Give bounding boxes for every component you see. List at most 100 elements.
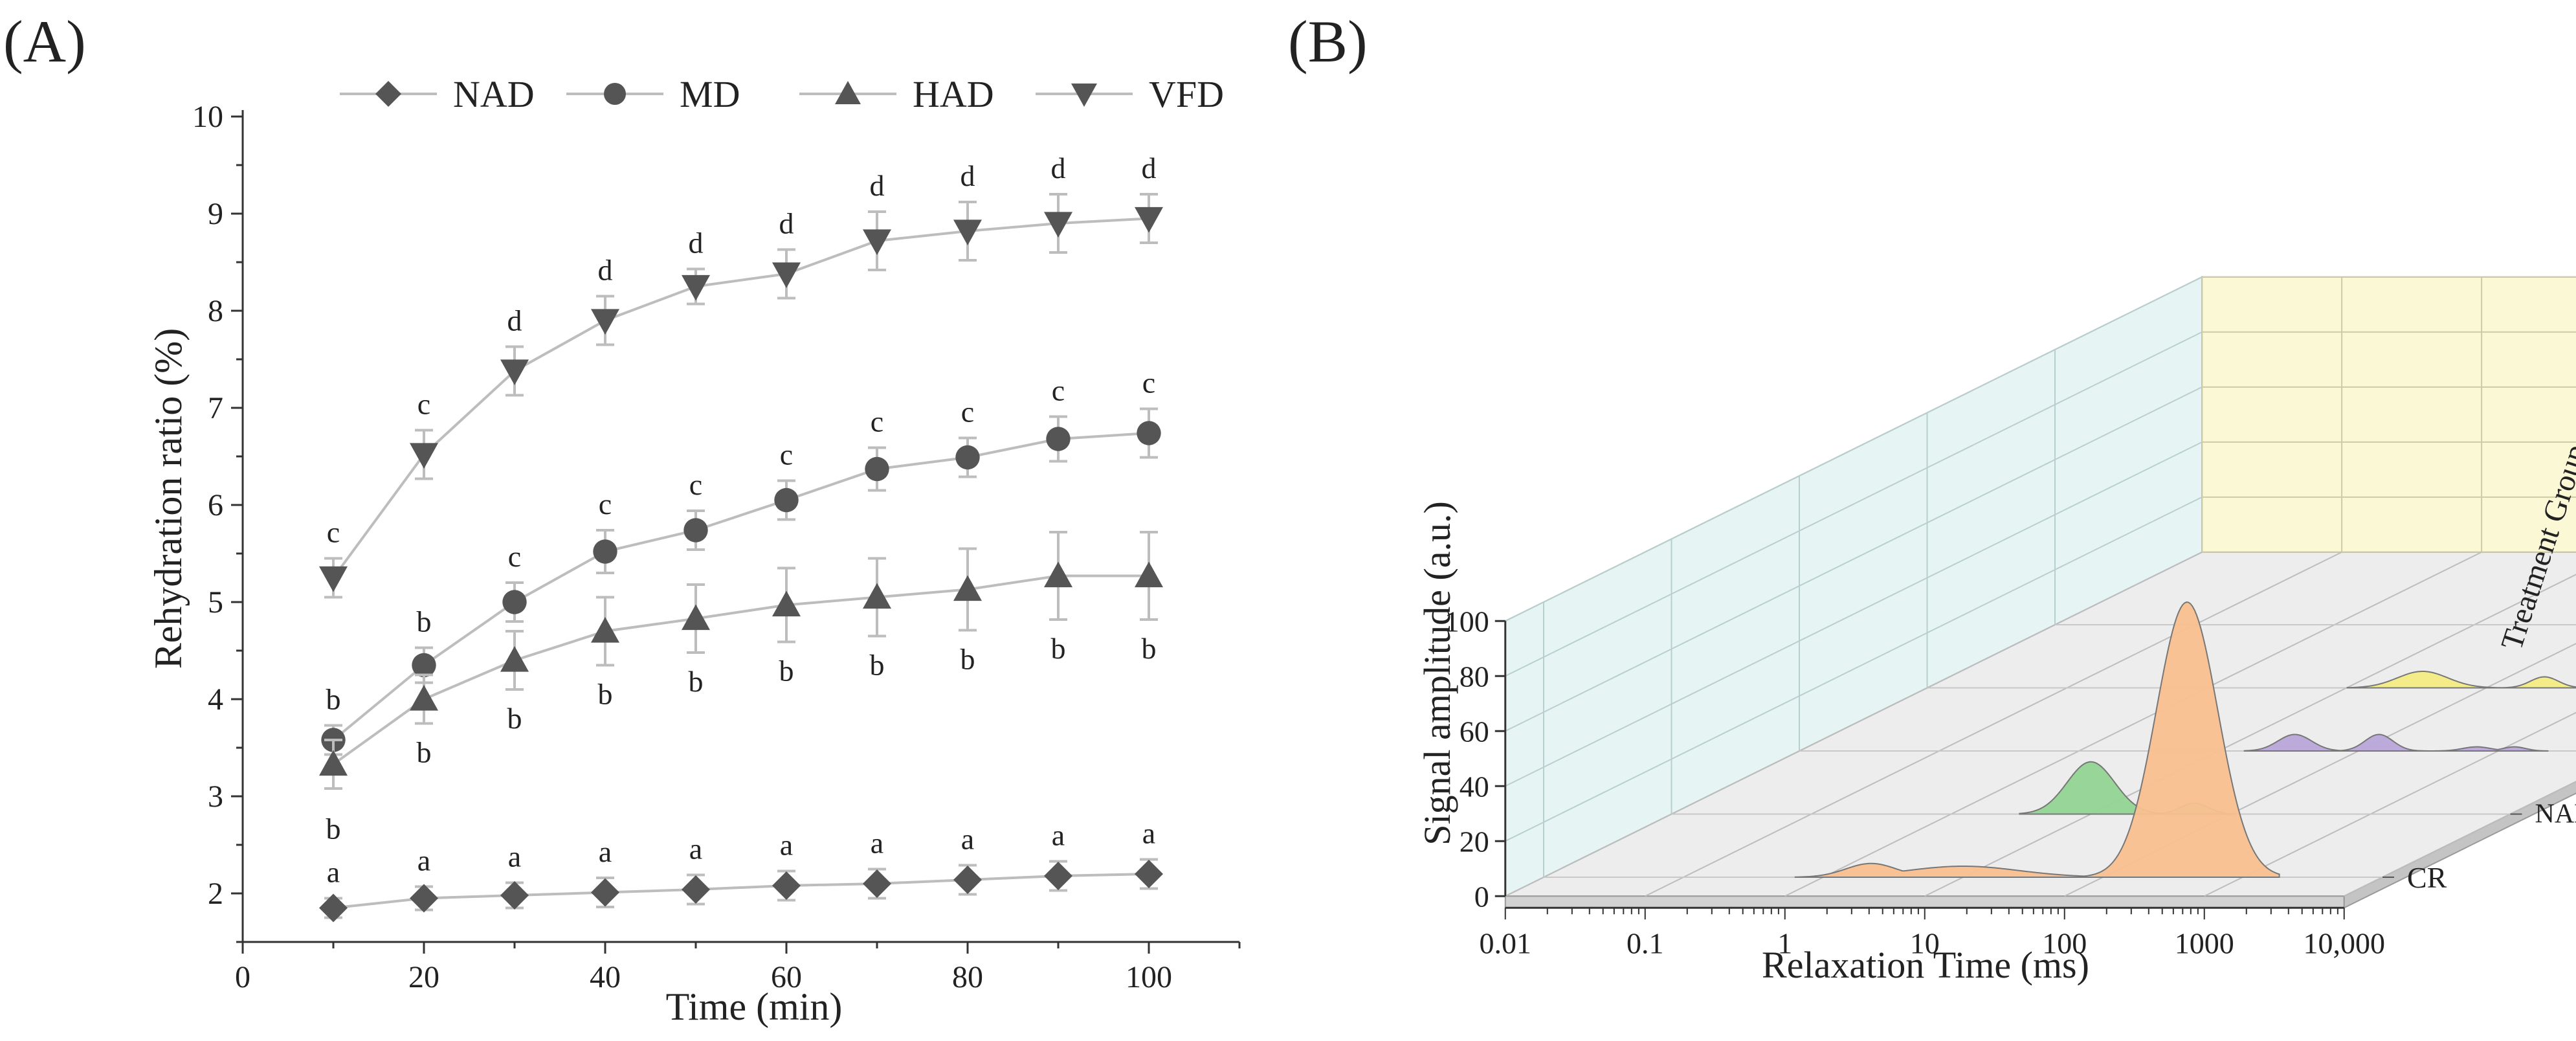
b-wall-grid [1505,331,2203,677]
a-y-tick-label: 10 [192,100,223,134]
a-significance-label: c [327,516,340,549]
a-significance-label: a [1142,817,1155,850]
a-series-line [332,217,1149,579]
b-floor-grid [1505,551,2203,897]
a-significance-label: b [326,812,341,845]
a-series-vfd: c c d d d d d d d d [319,151,1163,599]
a-legend-label: MD [680,73,740,115]
b-floor-grid [1784,551,2482,897]
a-data-point [319,893,348,923]
a-significance-label: b [1142,632,1157,665]
b-series-cr [1794,601,2280,878]
b-x-axis-title: Relaxation Time (ms) [1762,944,2089,986]
a-data-point [500,646,529,672]
a-data-point [682,274,710,301]
a-significance-label: b [326,683,341,716]
a-significance-label: d [960,159,975,192]
a-y-tick-label: 9 [208,197,223,231]
a-x-tick-label: 80 [952,960,983,994]
a-significance-label: c [508,540,521,573]
a-y-tick-label: 6 [208,488,223,522]
a-significance-label: a [871,827,883,860]
a-data-point [955,445,980,470]
b-series-md [2346,670,2576,689]
a-significance-label: a [508,840,521,873]
a-x-tick-label: 60 [771,960,802,994]
b-x-tick-label: 10,000 [2304,926,2386,959]
a-significance-label: b [417,736,432,769]
a-data-point [863,583,891,609]
a-data-point [1044,212,1072,238]
a-significance-label: d [870,169,885,202]
a-legend-marker [1071,84,1097,107]
b-y-tick-label: 80 [1460,660,1489,693]
b-x-tick-label: 0.01 [1480,926,1532,959]
a-significance-label: a [327,856,340,889]
a-significance-label: c [689,468,702,501]
a-significance-label: b [598,678,613,711]
a-data-point [865,456,889,482]
b-floor-grid [1924,574,2576,897]
a-legend-marker [375,81,401,107]
a-data-point [1135,860,1163,888]
b-y-axis-title: Signal amplitude (a.u.) [1416,501,1458,845]
b-y-tick-label: 40 [1460,770,1489,803]
a-data-point [410,443,438,469]
a-legend-item-vfd: VFD [1036,73,1224,115]
a-data-point [591,878,619,907]
a-data-point [953,575,982,601]
a-data-point [682,875,710,904]
b-floor-grid [2344,781,2576,897]
b-floor-grid [1645,551,2342,897]
a-data-point [410,884,438,913]
a-significance-label: a [417,844,430,877]
a-data-point [774,487,799,513]
b-wall-grid [1505,276,2203,622]
a-significance-label: d [507,304,522,337]
b-y-tick-label: 60 [1460,715,1489,748]
a-significance-label: a [1052,819,1065,852]
a-significance-label: b [507,702,522,735]
a-data-point [500,359,529,385]
a-significance-label: c [417,388,430,421]
panel-b: (B) 0 20 40 60 80 100 0.01 0.1 1 10 100 1000 10,000 C… [1288,8,2576,986]
a-x-tick-label: 0 [235,960,250,994]
a-significance-label: b [779,655,794,688]
a-significance-label: d [689,227,704,260]
a-legend-item-had: HAD [799,73,994,115]
a-series-had: b b b b b b b b b b [319,531,1163,845]
a-data-point [772,262,801,288]
a-significance-label: a [599,835,612,868]
a-data-point [1044,561,1072,588]
a-data-point [772,871,801,900]
b-x-tick-label: 100 [2042,926,2087,959]
a-series-md: b b c c c c c c c c [321,366,1161,756]
a-data-point [500,881,529,910]
a-y-axis-title: Rehydration ratio (%) [147,328,190,669]
b-x-tick-label: 1 [1777,926,1792,959]
b-z-tick-label: CR [2407,861,2447,894]
a-data-point [410,685,438,711]
a-legend-label: VFD [1149,73,1224,115]
b-floor-edge [2343,781,2576,909]
panel-a-label: (A) [3,8,86,74]
b-y-tick-label: 20 [1460,825,1489,858]
b-x-tick-label: 0.1 [1627,926,1664,959]
a-x-tick-label: 20 [408,960,439,994]
a-data-point [683,518,708,543]
b-y-tick-label: 100 [1445,605,1489,638]
a-y-tick-label: 2 [208,877,223,911]
a-y-tick-label: 3 [208,779,223,814]
b-wall-grid [1505,496,2203,842]
a-y-tick-label: 8 [208,294,223,328]
a-series-nad: a a a a a a a a a a [319,817,1163,923]
a-legend-item-nad: NAD [340,73,535,115]
a-significance-label: c [961,396,974,429]
a-data-point [1137,421,1161,445]
b-floor-grid [2204,711,2576,897]
a-x-axis-title: Time (min) [666,985,843,1028]
a-data-point [1044,862,1072,890]
a-y-tick-label: 4 [208,682,223,717]
